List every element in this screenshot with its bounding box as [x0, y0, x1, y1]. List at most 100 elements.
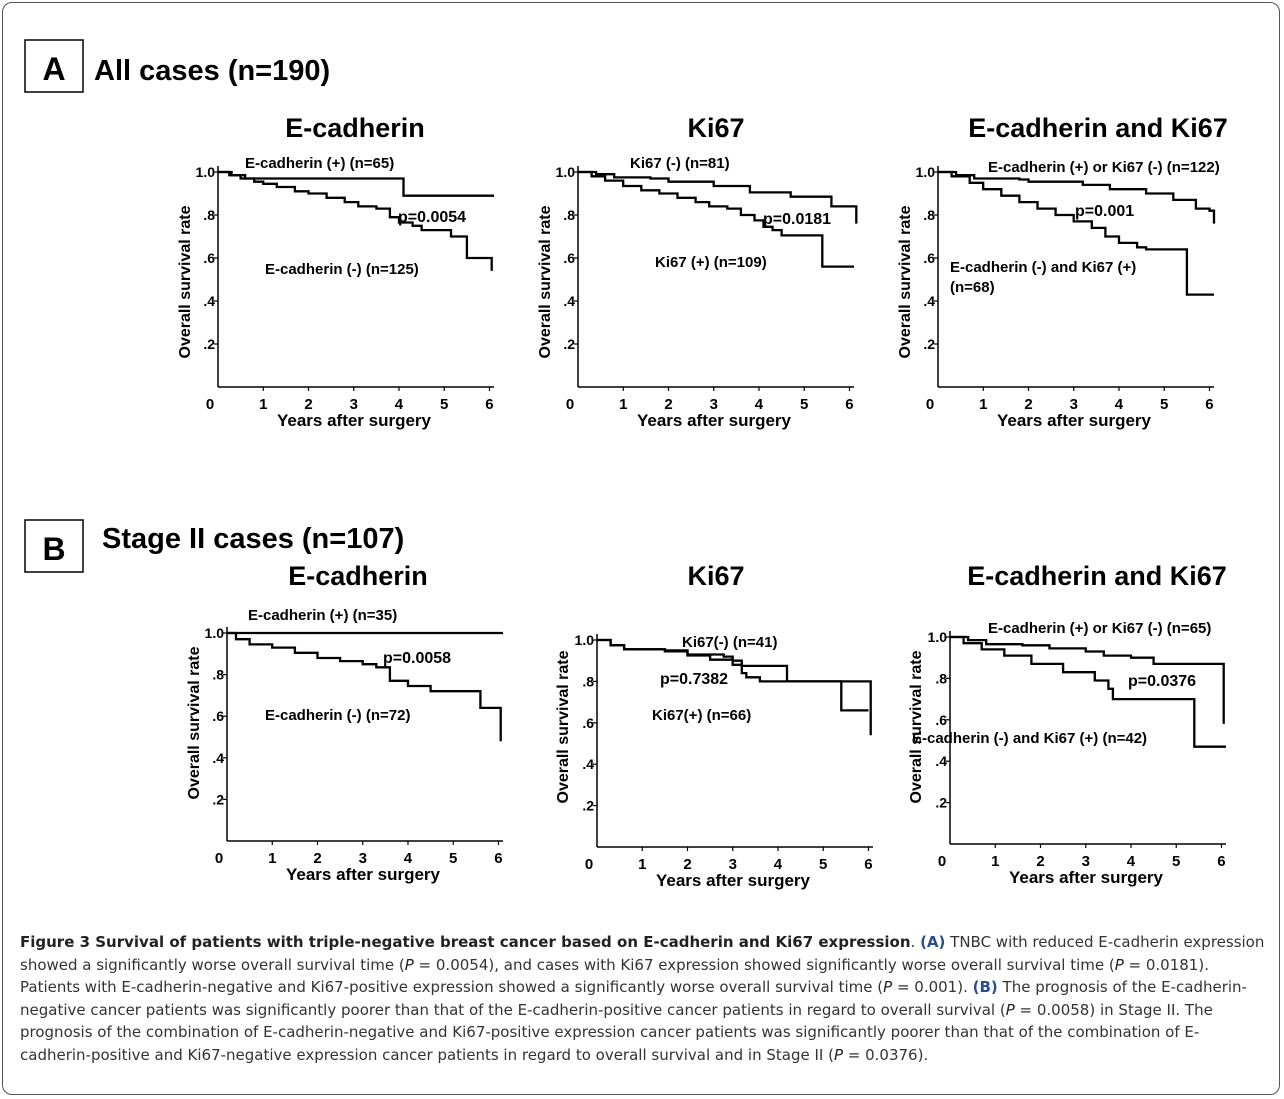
x-tick-label: 0	[206, 396, 214, 413]
survival-curve-1	[938, 170, 1216, 224]
km-chart-6: E-cadherin and Ki67 1.0 .8 .6 .4 .2 0 1 2 3 4 5 6 Yea…	[908, 561, 1227, 887]
y-tick-label: 1.0	[556, 164, 576, 180]
y-tick-label: .8	[212, 667, 224, 683]
survival-curve-1	[218, 170, 494, 197]
y-tick-label: .2	[212, 791, 224, 807]
series-label: Ki67 (+) (n=109)	[655, 254, 767, 271]
chart-title: E-cadherin	[285, 113, 425, 143]
x-tick-label: 4	[404, 850, 413, 867]
x-tick-label: 3	[350, 396, 358, 413]
caption-p-symbol: P	[404, 955, 414, 974]
x-tick-label: 6	[1205, 396, 1213, 413]
x-tick-label: 1	[979, 396, 987, 413]
y-tick-label: .4	[582, 756, 594, 772]
y-axis-label: Overall survival rate	[897, 205, 914, 358]
y-axis-label: Overall survival rate	[555, 650, 572, 803]
caption-p-symbol: P	[883, 978, 893, 997]
km-chart-1: E-cadherin 1.0 .8 .6 .4 .2 0 1 2 3 4 5 6 Years after …	[177, 113, 494, 430]
caption-label: Figure 3 Survival of patients with tripl…	[20, 933, 911, 951]
x-tick-label: 4	[774, 856, 783, 873]
y-tick-label: .8	[203, 207, 215, 223]
x-tick-label: 1	[619, 396, 627, 413]
figure-caption: Figure 3 Survival of patients with tripl…	[20, 933, 1265, 1064]
x-tick-label: 4	[395, 396, 404, 413]
x-tick-label: 3	[1070, 396, 1078, 413]
panel-b-title: Stage II cases (n=107)	[102, 523, 404, 555]
x-tick-label: 0	[215, 850, 223, 867]
survival-curve-2	[597, 638, 869, 712]
x-tick-label: 0	[926, 396, 934, 413]
survival-curve-1	[950, 635, 1225, 724]
y-tick-label: .6	[582, 715, 594, 731]
panel-a-letter-box	[24, 39, 84, 93]
y-tick-label: .2	[563, 336, 575, 352]
x-tick-label: 3	[729, 856, 737, 873]
x-tick-label: 2	[1024, 396, 1032, 413]
y-tick-label: .4	[203, 293, 215, 309]
chart-title: Ki67	[687, 561, 744, 591]
x-tick-label: 3	[359, 850, 367, 867]
y-tick-label: 1.0	[928, 629, 948, 645]
survival-curve-2	[227, 631, 502, 742]
x-tick-label: 0	[585, 856, 593, 873]
y-axis-label: Overall survival rate	[537, 205, 554, 358]
series-label: E-cadherin (+) or Ki67 (-) (n=65)	[988, 620, 1211, 637]
x-axis-label: Years after surgery	[1009, 868, 1164, 887]
caption-a-text: TNBC with reduced E-cadherin expression …	[20, 933, 1265, 974]
series-label: E-cadherin (-) (n=125)	[265, 261, 419, 278]
y-tick-label: .2	[582, 798, 594, 814]
y-tick-label: .2	[203, 336, 215, 352]
x-tick-label: 2	[1036, 853, 1044, 870]
x-tick-label: 2	[313, 850, 321, 867]
caption-b-p2: = 0.0376).	[843, 1045, 929, 1064]
x-axis-label: Years after surgery	[637, 411, 792, 430]
x-tick-label: 5	[1160, 396, 1168, 413]
x-tick-label: 5	[440, 396, 448, 413]
x-tick-label: 0	[938, 853, 946, 870]
y-tick-label: .6	[935, 712, 947, 728]
x-tick-label: 1	[991, 853, 999, 870]
x-tick-label: 6	[864, 856, 872, 873]
x-axis-label: Years after surgery	[997, 411, 1152, 430]
survival-curve-2	[938, 170, 1214, 296]
y-tick-label: .6	[923, 250, 935, 266]
y-tick-label: .2	[935, 795, 947, 811]
x-tick-label: 6	[485, 396, 493, 413]
chart-title: E-cadherin and Ki67	[967, 561, 1227, 591]
y-tick-label: .4	[563, 293, 575, 309]
x-axis-label: Years after surgery	[286, 865, 441, 884]
p-value-label: p=0.0376	[1128, 673, 1196, 690]
series-label: Ki67 (-) (n=81)	[630, 155, 730, 172]
y-tick-label: 1.0	[205, 625, 225, 641]
series-label: E-cadherin (+) (n=35)	[248, 607, 397, 624]
y-tick-label: .6	[212, 708, 224, 724]
series-label: E-cadherin (-) and Ki67 (+)	[950, 259, 1136, 276]
y-axis-label: Overall survival rate	[186, 646, 203, 799]
y-tick-label: .2	[923, 336, 935, 352]
survival-curve-1	[578, 170, 858, 224]
series-label: E-cadherin (+) or Ki67 (-) (n=122)	[988, 159, 1220, 176]
y-tick-label: .6	[563, 250, 575, 266]
p-value-label: p=0.0054	[398, 209, 466, 226]
survival-curve-2	[950, 635, 1226, 748]
y-tick-label: 1.0	[575, 632, 595, 648]
caption-b-text: The prognosis of the E-cadherin-negative…	[20, 978, 1247, 1019]
x-tick-label: 3	[710, 396, 718, 413]
caption-a-p3: = 0.001).	[892, 978, 973, 997]
y-tick-label: .4	[212, 750, 224, 766]
y-tick-label: 1.0	[196, 164, 216, 180]
x-tick-label: 1	[259, 396, 267, 413]
series-label: Ki67(-) (n=41)	[682, 634, 777, 651]
caption-p-symbol: P	[1005, 1000, 1015, 1019]
y-tick-label: .8	[923, 207, 935, 223]
survival-curve-2	[578, 170, 854, 268]
x-tick-label: 3	[1082, 853, 1090, 870]
caption-p-symbol: P	[1114, 955, 1124, 974]
x-tick-label: 6	[845, 396, 853, 413]
figure-charts: A All cases (n=190) B Stage II cases (n=…	[24, 39, 1228, 890]
p-value-label: p=0.0181	[763, 211, 831, 228]
x-tick-label: 6	[1217, 853, 1225, 870]
x-tick-label: 0	[566, 396, 574, 413]
caption-a-p1: = 0.0054), and cases with Ki67 expressio…	[413, 955, 1115, 974]
x-tick-label: 5	[800, 396, 808, 413]
